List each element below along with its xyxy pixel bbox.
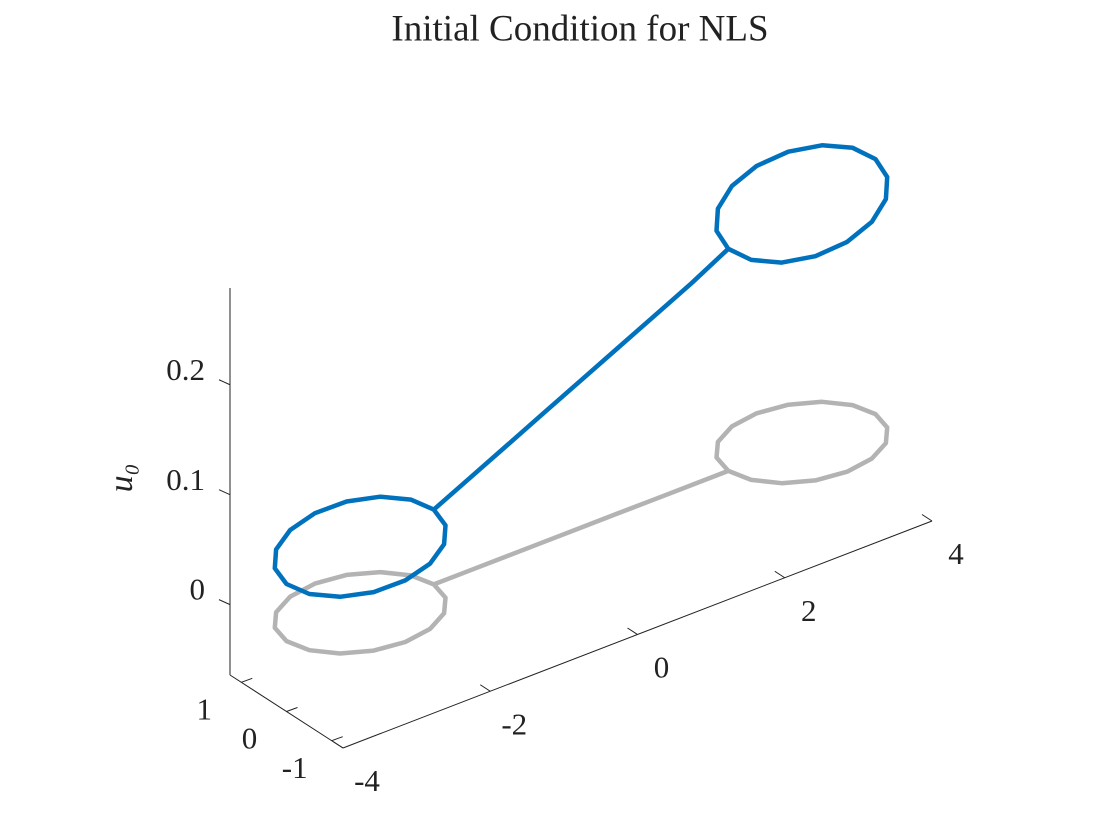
y-tick-label: -1 (282, 750, 308, 785)
chart-title: Initial Condition for NLS (391, 8, 768, 49)
z-tick (218, 489, 231, 496)
x-tick-label: 4 (948, 536, 964, 571)
y-tick-label: 1 (197, 691, 213, 726)
z-tick (218, 599, 231, 606)
y-tick (331, 736, 343, 742)
x-tick (479, 684, 491, 692)
z-tick-label: 0.2 (166, 352, 205, 387)
z-axis-label: u₀ (103, 464, 140, 493)
z-tick (218, 379, 231, 386)
x-tick-label: 0 (654, 650, 670, 685)
y-tick (241, 677, 253, 683)
curve (272, 143, 890, 600)
x-tick (627, 627, 638, 635)
z-tick-label: 0 (190, 572, 206, 607)
x-tick (332, 741, 344, 749)
y-tick-label: 0 (242, 721, 258, 756)
x-tick-label: -4 (354, 763, 380, 798)
x-tick (921, 514, 933, 522)
x-tick-label: 2 (801, 593, 817, 628)
x-tick-label: -2 (501, 706, 527, 741)
curve (272, 399, 890, 656)
y-tick (286, 707, 298, 712)
z-tick-label: 0.1 (166, 462, 205, 497)
x-tick (774, 570, 786, 579)
